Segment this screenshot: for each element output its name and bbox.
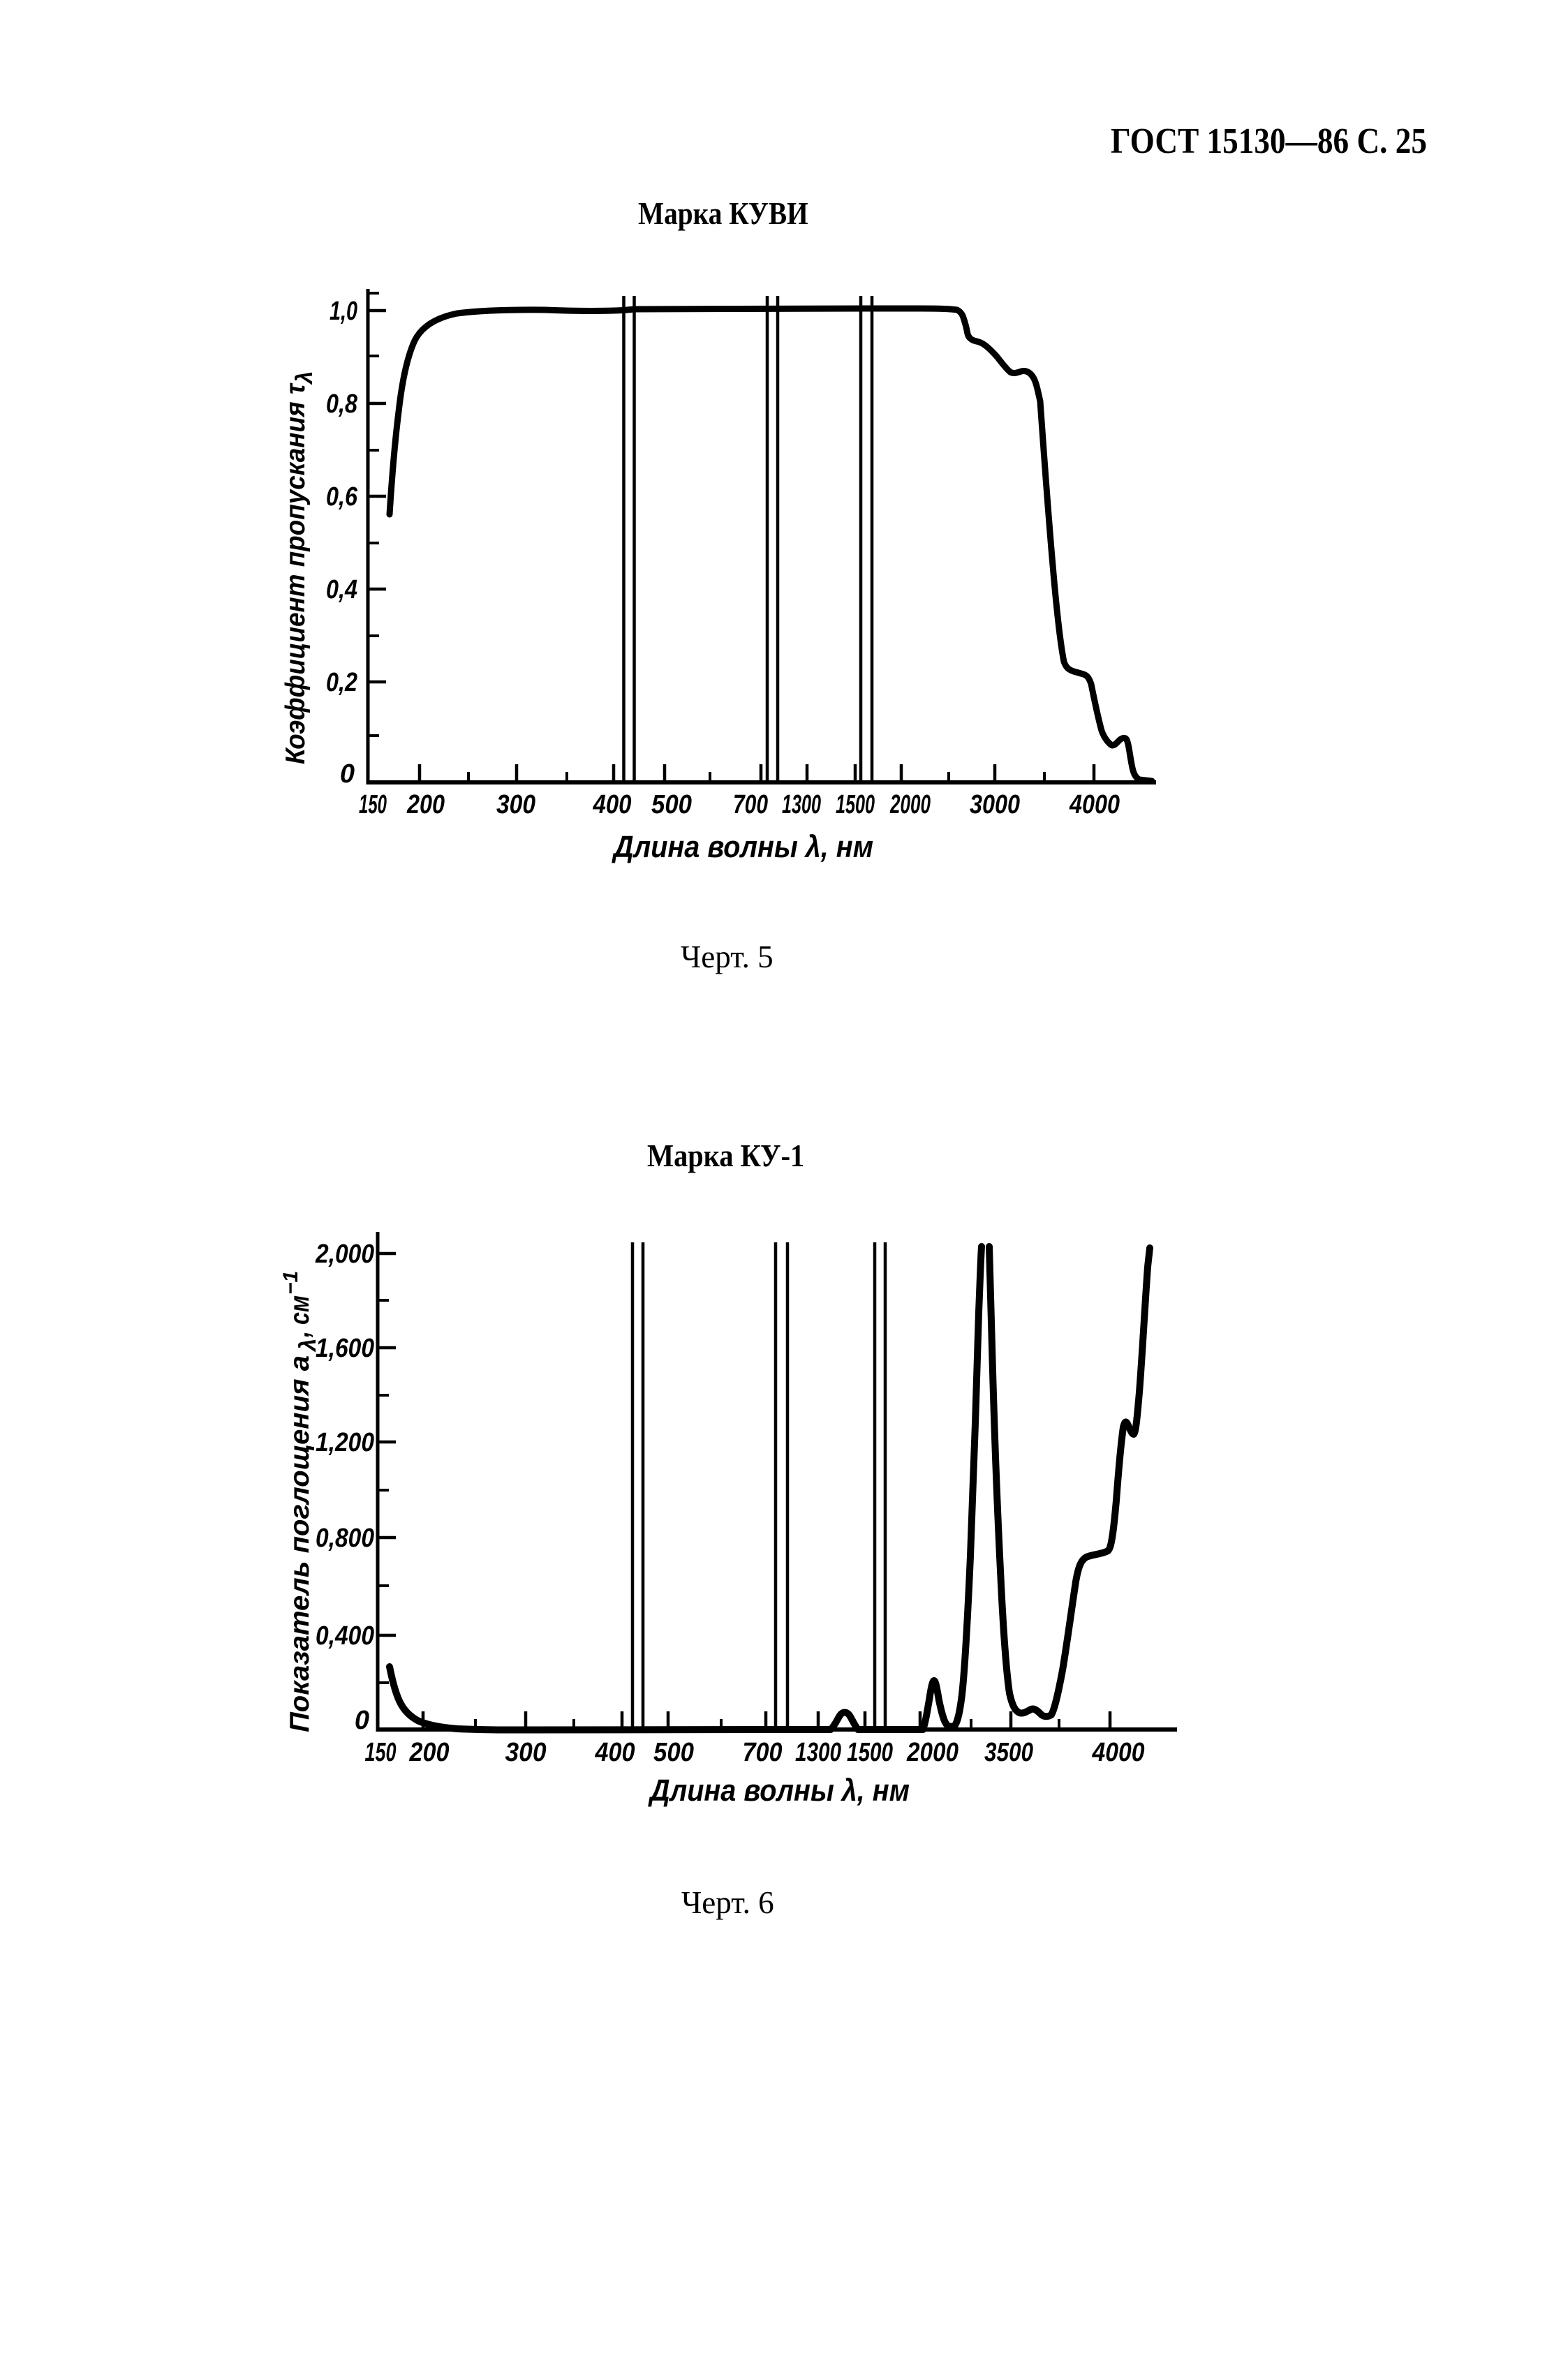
svg-text:1300: 1300: [782, 790, 821, 819]
svg-text:3000: 3000: [970, 790, 1020, 819]
svg-text:0,2: 0,2: [326, 668, 357, 697]
svg-text:0,4: 0,4: [326, 575, 357, 604]
svg-text:4000: 4000: [1092, 1738, 1145, 1767]
svg-text:4000: 4000: [1069, 790, 1120, 819]
svg-text:2,000: 2,000: [315, 1240, 374, 1269]
svg-text:0,8: 0,8: [326, 389, 358, 419]
svg-text:1300: 1300: [795, 1738, 841, 1767]
svg-text:−1: −1: [279, 1271, 302, 1295]
svg-text:150: 150: [359, 790, 387, 819]
svg-text:700: 700: [733, 790, 768, 819]
svg-text:, см: , см: [285, 1295, 315, 1338]
svg-text:Длина волны λ, нм: Длина волны λ, нм: [647, 1773, 910, 1808]
svg-text:1,600: 1,600: [316, 1334, 374, 1363]
svg-text:700: 700: [743, 1738, 783, 1767]
svg-text:300: 300: [496, 790, 535, 819]
svg-text:500: 500: [651, 790, 692, 819]
svg-text:1,200: 1,200: [316, 1428, 374, 1457]
svg-text:150: 150: [365, 1738, 397, 1767]
svg-text:2000: 2000: [889, 790, 931, 819]
svg-text:Коэффициент пропускания τ: Коэффициент пропускания τ: [281, 382, 311, 764]
svg-text:Длина волны λ, нм: Длина волны λ, нм: [611, 830, 873, 864]
svg-text:400: 400: [593, 790, 632, 819]
svg-text:0,6: 0,6: [326, 482, 358, 512]
svg-text:1,0: 1,0: [330, 297, 357, 326]
svg-text:0: 0: [355, 1706, 369, 1735]
svg-text:0,800: 0,800: [316, 1524, 374, 1553]
svg-text:500: 500: [653, 1738, 694, 1767]
svg-text:0,400: 0,400: [316, 1621, 374, 1651]
svg-text:200: 200: [409, 1738, 450, 1767]
svg-text:1500: 1500: [836, 790, 875, 819]
svg-text:0: 0: [340, 759, 355, 789]
svg-text:λ: λ: [295, 1339, 320, 1353]
svg-text:300: 300: [505, 1738, 547, 1767]
svg-text:2000: 2000: [906, 1738, 959, 1767]
svg-text:400: 400: [595, 1738, 635, 1767]
svg-text:200: 200: [406, 790, 445, 819]
svg-text:1500: 1500: [847, 1738, 893, 1767]
svg-text:Показатель поглощения a: Показатель поглощения a: [285, 1355, 315, 1732]
svg-text:λ: λ: [291, 371, 317, 385]
svg-text:3500: 3500: [984, 1738, 1033, 1767]
